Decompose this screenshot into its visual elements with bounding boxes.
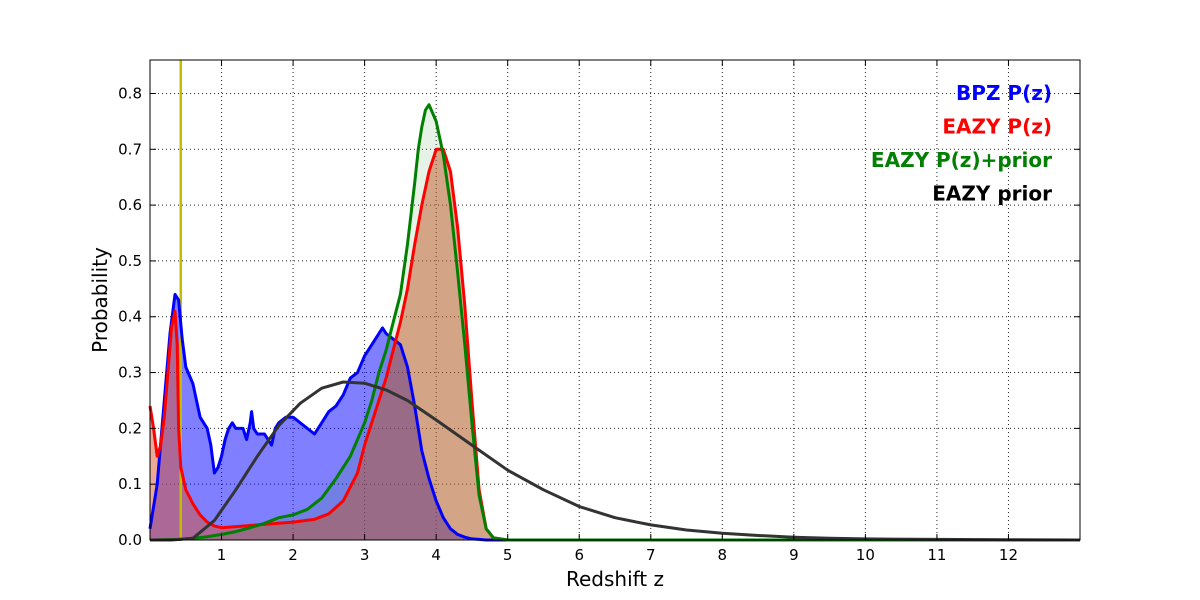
bpz-p-z-line [148,292,1080,542]
x-tick-label: 7 [646,546,656,564]
y-tick-label: 0.8 [118,84,142,102]
eazy-p-z-prior-line [149,103,1080,542]
legend-entry-eazy-p-z-prior: EAZY P(z)+prior [871,148,1052,172]
legend-entry-bpz-p-z: BPZ P(z) [956,81,1052,105]
eazy-p-z-area [150,149,1080,541]
legend-entry-eazy-p-z: EAZY P(z) [942,115,1052,139]
y-tick-label: 0.4 [118,308,142,326]
x-tick-label: 4 [431,546,441,564]
x-tick-label: 10 [856,546,875,564]
x-axis-label: Redshift z [566,567,664,591]
y-tick-label: 0.2 [118,419,142,437]
x-tick-label: 2 [288,546,298,564]
eazy-p-z-prior-area [150,104,1080,540]
y-tick-label: 0.3 [118,364,142,382]
x-tick-label: 12 [999,546,1018,564]
x-tick-label: 6 [574,546,584,564]
y-axis-label: Probability [88,247,112,353]
x-tick-label: 1 [217,546,227,564]
series-lines [148,103,1081,542]
axis-ticks: 1 2 3 4 5 6 7 8 9 10 11 120.00.10.20.30.40.50.60.70… [118,60,1080,564]
legend: BPZ P(z) EAZY P(z) EAZY P(z)+prior EAZY pri… [871,81,1052,206]
series-fills [150,104,1080,541]
grid [150,60,1080,540]
x-tick-label: 5 [503,546,513,564]
y-tick-label: 0.6 [118,196,142,214]
eazy-p-z-line [148,147,1080,542]
x-tick-label: 3 [360,546,370,564]
y-tick-label: 0.1 [118,475,142,493]
eazy-prior-line [150,380,1081,542]
x-tick-label: 11 [927,546,946,564]
x-tick-label: 9 [789,546,799,564]
plot-frame [149,59,1081,541]
y-tick-label: 0.7 [118,140,142,158]
x-tick-label: 8 [718,546,728,564]
legend-entry-eazy-prior: EAZY prior [932,182,1052,206]
y-tick-label: 0.5 [118,252,142,270]
y-tick-label: 0.0 [118,531,142,549]
